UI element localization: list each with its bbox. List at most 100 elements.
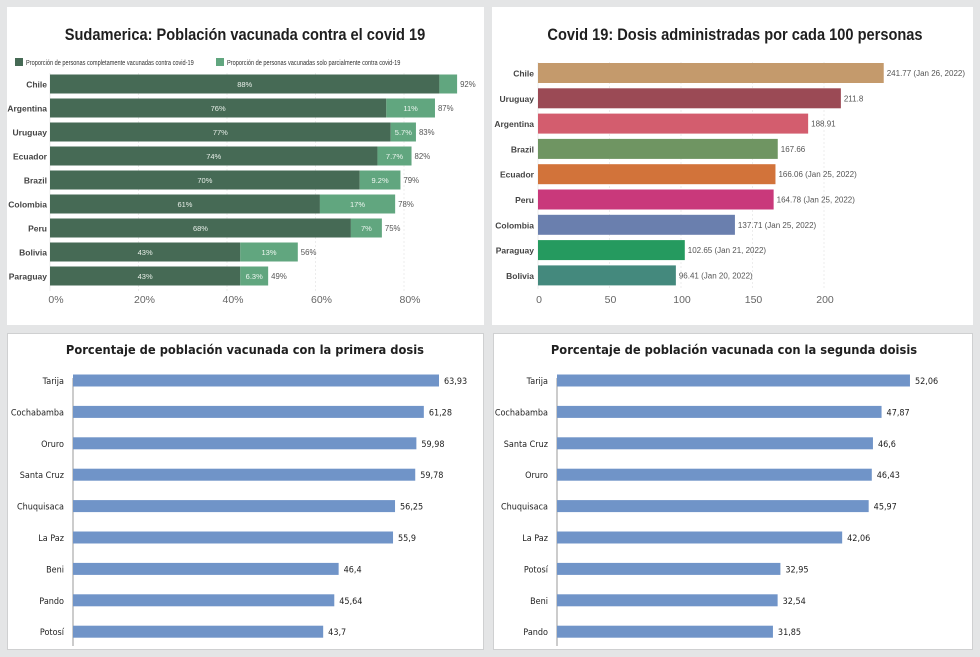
category-label: Beni bbox=[530, 596, 548, 607]
category-label: Chuquisaca bbox=[17, 502, 64, 513]
data-label: 211.8 bbox=[844, 94, 864, 103]
data-label-total: 87% bbox=[438, 104, 454, 113]
data-label: 52,06 bbox=[915, 377, 938, 388]
bar-parcial bbox=[377, 146, 412, 166]
category-label: Brazil bbox=[24, 176, 47, 186]
x-tick-label: 0% bbox=[48, 294, 63, 306]
x-tick-label: 50 bbox=[605, 294, 617, 306]
legend-label: Proporción de personas completamente vac… bbox=[26, 59, 194, 67]
data-label: 47,87 bbox=[887, 408, 910, 419]
category-label: Peru bbox=[515, 195, 534, 205]
data-label-total: 92% bbox=[460, 80, 476, 89]
category-label: Peru bbox=[28, 224, 47, 234]
data-label: 56,25 bbox=[400, 502, 423, 513]
data-label-completo: 61% bbox=[177, 200, 192, 209]
bar-completo bbox=[50, 98, 387, 118]
bar bbox=[73, 468, 416, 481]
category-label: Chile bbox=[26, 80, 47, 90]
data-label-completo: 77% bbox=[213, 128, 228, 137]
bar-completo bbox=[50, 170, 360, 190]
bar-parcial bbox=[386, 98, 435, 118]
data-label-parcial: 7% bbox=[361, 224, 372, 233]
category-label: Santa Cruz bbox=[20, 471, 65, 482]
data-label-parcial: 11% bbox=[403, 104, 418, 113]
chart-title: Sudamerica: Población vacunada contra el… bbox=[65, 26, 426, 44]
bar bbox=[557, 437, 873, 450]
data-label-completo: 88% bbox=[237, 80, 252, 89]
panel-primera-dosis: Porcentaje de población vacunada con la … bbox=[7, 333, 484, 650]
legend-swatch bbox=[15, 58, 23, 66]
legend-swatch bbox=[216, 58, 224, 66]
data-label-parcial: 6.3% bbox=[246, 272, 263, 281]
data-label-completo: 74% bbox=[206, 152, 221, 161]
legend-label: Proporción de personas vacunadas solo pa… bbox=[227, 59, 401, 67]
category-label: Chuquisaca bbox=[501, 502, 548, 513]
data-label: 188.91 bbox=[811, 120, 836, 129]
bar-parcial bbox=[390, 122, 416, 142]
x-tick-label: 20% bbox=[134, 294, 155, 306]
category-label: Pando bbox=[39, 596, 64, 607]
data-label: 96.41 (Jan 20, 2022) bbox=[679, 271, 753, 280]
data-label: 31,85 bbox=[778, 628, 801, 639]
data-label: 46,6 bbox=[878, 439, 896, 450]
x-tick-label: 60% bbox=[311, 294, 332, 306]
data-label-completo: 76% bbox=[211, 104, 226, 113]
bar bbox=[538, 88, 841, 109]
data-label: 45,97 bbox=[874, 502, 897, 513]
bar-completo bbox=[50, 122, 391, 142]
data-label: 166.06 (Jan 25, 2022) bbox=[778, 170, 857, 179]
bar bbox=[538, 214, 735, 235]
bar-parcial bbox=[240, 242, 298, 262]
data-label: 63,93 bbox=[444, 377, 467, 388]
category-label: Brazil bbox=[511, 144, 534, 154]
chart-title: Porcentaje de población vacunada con la … bbox=[551, 343, 917, 358]
bar-parcial bbox=[439, 74, 458, 94]
category-label: Santa Cruz bbox=[504, 439, 549, 450]
category-label: La Paz bbox=[522, 534, 548, 545]
bar bbox=[557, 625, 773, 638]
category-label: Bolivia bbox=[19, 248, 47, 258]
bar-parcial bbox=[240, 266, 269, 286]
bar bbox=[538, 113, 809, 134]
data-label: 32,95 bbox=[785, 565, 808, 576]
chart-title: Porcentaje de población vacunada con la … bbox=[66, 343, 424, 358]
bar-completo bbox=[50, 146, 378, 166]
category-label: Paraguay bbox=[496, 246, 535, 256]
bar bbox=[73, 374, 439, 387]
data-label-completo: 43% bbox=[138, 272, 153, 281]
data-label: 167.66 bbox=[781, 145, 806, 154]
data-label: 102.65 (Jan 21, 2022) bbox=[688, 246, 767, 255]
bar bbox=[73, 437, 417, 450]
category-label: Colombia bbox=[8, 200, 47, 210]
bar-completo bbox=[50, 194, 320, 214]
bar-completo bbox=[50, 242, 241, 262]
bar bbox=[73, 594, 335, 607]
data-label-completo: 70% bbox=[197, 176, 212, 185]
chart-sudamerica: Sudamerica: Población vacunada contra el… bbox=[7, 26, 476, 306]
data-label-total: 79% bbox=[403, 176, 419, 185]
bar bbox=[557, 562, 781, 575]
bar bbox=[73, 500, 396, 513]
data-label-parcial: 7.7% bbox=[386, 152, 403, 161]
bar bbox=[538, 265, 676, 286]
category-label: Bolivia bbox=[506, 271, 534, 281]
bar bbox=[557, 594, 778, 607]
bar bbox=[538, 63, 884, 83]
data-label: 32,54 bbox=[783, 596, 806, 607]
data-label-parcial: 5.7% bbox=[395, 128, 412, 137]
data-label: 42,06 bbox=[847, 534, 870, 545]
bar bbox=[538, 240, 685, 261]
data-label: 46,4 bbox=[344, 565, 362, 576]
category-label: La Paz bbox=[38, 534, 64, 545]
bar-parcial bbox=[359, 170, 401, 190]
bar-parcial bbox=[319, 194, 396, 214]
bar bbox=[557, 468, 872, 481]
x-tick-label: 200 bbox=[816, 294, 834, 306]
chart-dosis: Covid 19: Dosis administradas por cada 1… bbox=[494, 26, 965, 306]
data-label: 59,98 bbox=[421, 439, 444, 450]
data-label: 59,78 bbox=[420, 471, 443, 482]
category-label: Tarija bbox=[526, 377, 548, 388]
bar-completo bbox=[50, 218, 351, 238]
category-label: Chile bbox=[513, 69, 534, 79]
bar bbox=[557, 405, 882, 418]
